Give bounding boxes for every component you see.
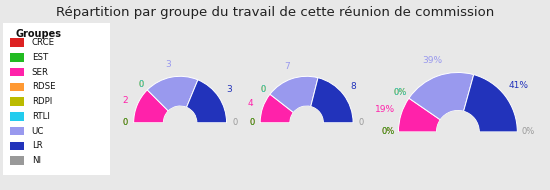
Text: LR: LR [32, 141, 42, 150]
Circle shape [437, 111, 479, 153]
Text: 0: 0 [261, 85, 266, 94]
Text: 0%: 0% [381, 127, 394, 136]
Text: 0%: 0% [393, 88, 407, 97]
Bar [10, 53, 24, 62]
Text: RDPI: RDPI [32, 97, 52, 106]
Text: 0%: 0% [521, 127, 535, 136]
Wedge shape [147, 76, 198, 111]
Bar [10, 97, 24, 106]
Text: 0: 0 [261, 85, 266, 94]
Text: 0: 0 [232, 118, 238, 127]
Text: 8: 8 [351, 82, 356, 91]
Text: Présents: Présents [161, 135, 200, 144]
Circle shape [290, 106, 323, 139]
Text: Groupes: Groupes [15, 29, 62, 39]
Bar [10, 83, 24, 91]
Text: 19%: 19% [375, 105, 395, 114]
Text: SER: SER [32, 68, 49, 77]
FancyBboxPatch shape [2, 20, 111, 179]
Text: 0: 0 [139, 79, 144, 89]
Text: 0: 0 [359, 118, 364, 127]
Bar [381, 132, 535, 190]
Bar [120, 123, 240, 183]
Text: 39%: 39% [422, 56, 442, 65]
Bar [246, 123, 367, 183]
Text: 0: 0 [249, 118, 255, 127]
Text: Interventions: Interventions [277, 135, 337, 144]
Text: 0: 0 [139, 79, 144, 89]
Text: 0: 0 [261, 85, 266, 94]
Wedge shape [398, 98, 440, 132]
Wedge shape [311, 78, 353, 123]
Bar [10, 142, 24, 150]
Text: 0%: 0% [381, 127, 394, 136]
Text: 0: 0 [123, 118, 128, 127]
Text: 0%: 0% [393, 88, 407, 97]
Text: RDSE: RDSE [32, 82, 56, 91]
Text: 2: 2 [122, 96, 128, 105]
Wedge shape [409, 72, 474, 120]
Wedge shape [186, 80, 227, 123]
Text: 41%: 41% [508, 81, 529, 90]
Text: 7: 7 [284, 62, 290, 71]
Text: 3: 3 [227, 85, 233, 94]
Wedge shape [464, 75, 518, 132]
Text: 0: 0 [249, 118, 255, 127]
Bar [10, 112, 24, 120]
Bar [10, 156, 24, 165]
Bar [10, 68, 24, 76]
Text: EST: EST [32, 53, 48, 62]
Wedge shape [134, 90, 168, 123]
Bar [10, 127, 24, 135]
Text: 4: 4 [248, 99, 253, 108]
Text: UC: UC [32, 127, 44, 135]
Wedge shape [270, 76, 318, 112]
Text: NI: NI [32, 156, 41, 165]
Text: 0: 0 [123, 118, 128, 127]
Text: Temps de parole
(mots prononcés): Temps de parole (mots prononcés) [418, 139, 498, 159]
Bar [10, 38, 24, 47]
Text: Répartition par groupe du travail de cette réunion de commission: Répartition par groupe du travail de cet… [56, 6, 494, 19]
Text: 0: 0 [139, 79, 144, 89]
Text: CRCE: CRCE [32, 38, 55, 47]
Text: 0%: 0% [393, 88, 407, 97]
Text: 3: 3 [166, 60, 172, 69]
Wedge shape [260, 94, 293, 123]
Circle shape [163, 106, 197, 139]
Text: RTLI: RTLI [32, 112, 50, 121]
